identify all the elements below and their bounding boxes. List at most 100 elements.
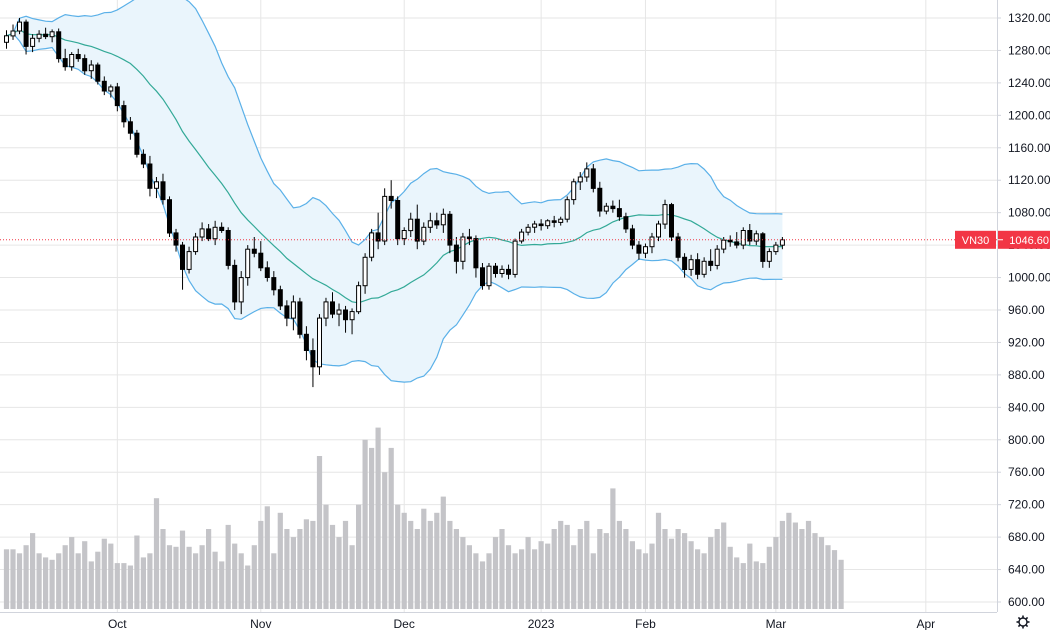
candle-body	[584, 168, 590, 178]
x-tick-label: Nov	[250, 617, 271, 630]
candle-body	[695, 259, 701, 275]
gear-ring	[1018, 617, 1028, 627]
bollinger-bands	[6, 0, 783, 383]
y-tick-label: 760.00	[1008, 465, 1045, 479]
candle-body	[766, 251, 772, 262]
volume-bar	[558, 520, 564, 609]
candle-body	[225, 230, 231, 266]
candle-body	[173, 232, 179, 246]
candle-body	[167, 199, 172, 234]
volume-bars	[3, 427, 844, 609]
candle-body	[160, 181, 166, 201]
candle-body	[336, 309, 342, 315]
volume-bar	[271, 553, 277, 609]
volume-bar	[714, 529, 720, 609]
x-tick-label: Oct	[108, 617, 127, 630]
volume-bar	[636, 549, 642, 609]
candle-body	[258, 252, 264, 269]
candle-body	[382, 195, 388, 242]
candle-body	[375, 232, 381, 242]
volume-bar	[668, 538, 675, 609]
candle-body	[251, 248, 257, 254]
volume-bar	[140, 557, 146, 609]
volume-bar	[134, 535, 140, 609]
y-tick-label: 1320.00	[1008, 11, 1050, 25]
candle-body	[408, 218, 414, 232]
volume-bar	[49, 559, 55, 609]
volume-bar	[342, 520, 349, 609]
volume-bar	[69, 537, 75, 609]
volume-bar	[153, 498, 160, 609]
volume-bar	[453, 529, 459, 609]
candle-body	[662, 204, 668, 225]
volume-bar	[395, 504, 401, 609]
candle-body	[466, 236, 472, 240]
candle-body	[571, 181, 577, 201]
volume-bar	[590, 553, 596, 609]
candle-body	[82, 58, 88, 72]
symbol-tag-label: VN30	[962, 235, 990, 247]
gear-tooth	[1025, 616, 1029, 620]
volume-bar	[499, 529, 505, 609]
candle-body	[727, 239, 733, 243]
candles	[4, 18, 785, 388]
settings-icon[interactable]	[1016, 615, 1030, 629]
volume-bar	[551, 529, 557, 609]
candle-body	[343, 309, 348, 321]
candle-body	[708, 260, 714, 266]
candle-body	[395, 200, 401, 240]
volume-bar	[290, 537, 296, 609]
candle-body	[623, 216, 629, 230]
volume-bar	[695, 549, 701, 609]
candle-body	[532, 223, 538, 228]
candle-body	[388, 195, 394, 201]
volume-bar	[349, 545, 355, 609]
candle-body	[401, 230, 407, 240]
volume-bar	[838, 559, 844, 609]
candle-body	[519, 231, 525, 242]
candle-body	[330, 301, 335, 315]
candle-body	[427, 220, 433, 228]
candle-body	[303, 333, 309, 351]
symbol-tag-bg	[955, 230, 996, 249]
candle-body	[147, 163, 153, 189]
candle-body	[349, 311, 355, 321]
volume-bar	[382, 472, 388, 609]
volume-bar	[147, 553, 153, 609]
y-tick-label: 1200.00	[1008, 108, 1050, 122]
candle-body	[108, 86, 114, 92]
candle-body	[747, 230, 753, 242]
gear-tooth	[1025, 624, 1029, 628]
volume-bar	[479, 561, 486, 609]
volume-bar	[160, 529, 166, 609]
candle-body	[114, 86, 120, 107]
volume-bar	[610, 488, 616, 609]
candle-body	[753, 233, 759, 242]
y-tick-label: 1080.00	[1008, 206, 1050, 220]
candle-body	[56, 31, 62, 60]
volume-bar	[545, 543, 551, 609]
candle-body	[264, 267, 270, 278]
candle-body	[714, 248, 720, 266]
candle-body	[473, 238, 479, 269]
volume-bar	[792, 522, 798, 609]
volume-bar	[369, 447, 375, 609]
volume-bar	[388, 447, 394, 609]
candle-body	[675, 236, 681, 258]
volume-bar	[356, 504, 362, 609]
volume-bar	[564, 524, 570, 609]
volume-bar	[466, 545, 472, 609]
candle-body	[271, 277, 277, 291]
volume-bar	[460, 537, 466, 609]
y-tick-label: 800.00	[1008, 433, 1045, 447]
candle-body	[434, 220, 440, 226]
candle-body	[590, 168, 596, 189]
candle-body	[101, 80, 107, 92]
x-tick-label: 2023	[528, 617, 555, 630]
volume-bar	[225, 524, 231, 609]
volume-bar	[766, 546, 772, 609]
y-tick-label: 600.00	[1008, 595, 1045, 609]
volume-bar	[36, 553, 42, 609]
